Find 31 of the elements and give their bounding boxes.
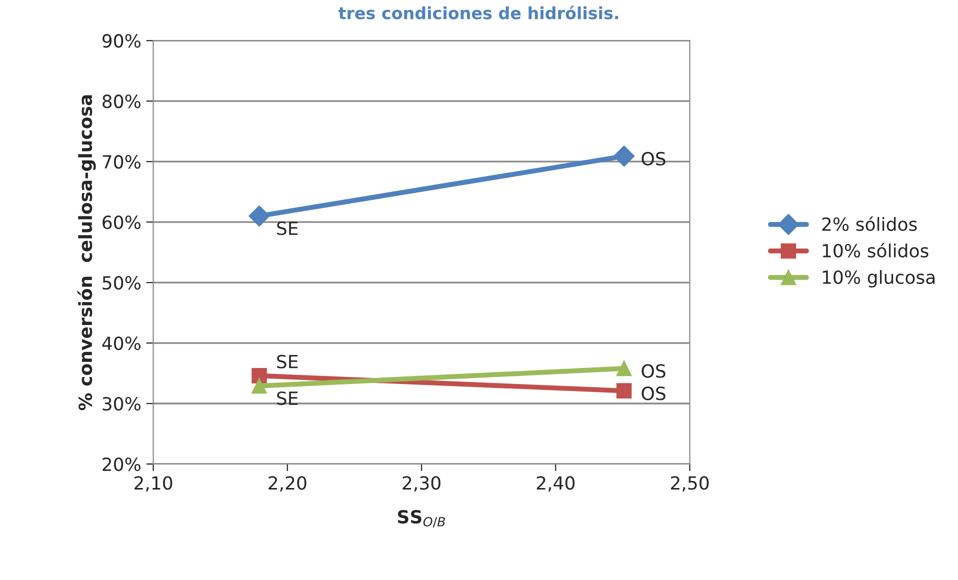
- y-tick-label: 80%: [102, 94, 140, 108]
- x-tick-label: 2,10: [134, 476, 172, 492]
- data-label: OS: [642, 152, 666, 166]
- chart-title: tres condiciones de hidrólisis.: [338, 6, 618, 20]
- point: [252, 378, 267, 394]
- point: [616, 360, 632, 376]
- point: [252, 368, 267, 384]
- data-label: SE: [277, 221, 298, 236]
- legend-label: 10% glucosa: [822, 270, 935, 288]
- y-tick-label: 20%: [102, 457, 140, 472]
- data-label: OS: [642, 364, 666, 378]
- y-tick-label: 40%: [102, 336, 140, 350]
- point: [616, 383, 632, 398]
- x-tick-label: 2,40: [536, 476, 575, 492]
- data-label: SE: [277, 354, 298, 368]
- x-tick-label: 2,50: [670, 476, 709, 492]
- y-tick-label: 30%: [102, 396, 140, 411]
- y-tick-label: 50%: [102, 276, 140, 290]
- legend-label: 2% sólidos: [822, 216, 917, 232]
- y-axis-title: % conversión celulosa-glucosa: [77, 95, 96, 410]
- y-tick-label: 70%: [102, 155, 140, 169]
- data-label: OS: [642, 386, 666, 400]
- x-tick-label: 2,20: [268, 476, 306, 492]
- x-tick-label: 2,30: [402, 476, 440, 492]
- x-axis-title: SS$_{O/B}$: [398, 510, 445, 528]
- y-tick-label: 60%: [102, 216, 140, 230]
- point: [248, 205, 270, 227]
- data-label: SE: [277, 391, 298, 406]
- legend-label: 10% sólidos: [822, 242, 928, 258]
- y-tick-label: 90%: [102, 34, 140, 48]
- point: [614, 146, 635, 167]
